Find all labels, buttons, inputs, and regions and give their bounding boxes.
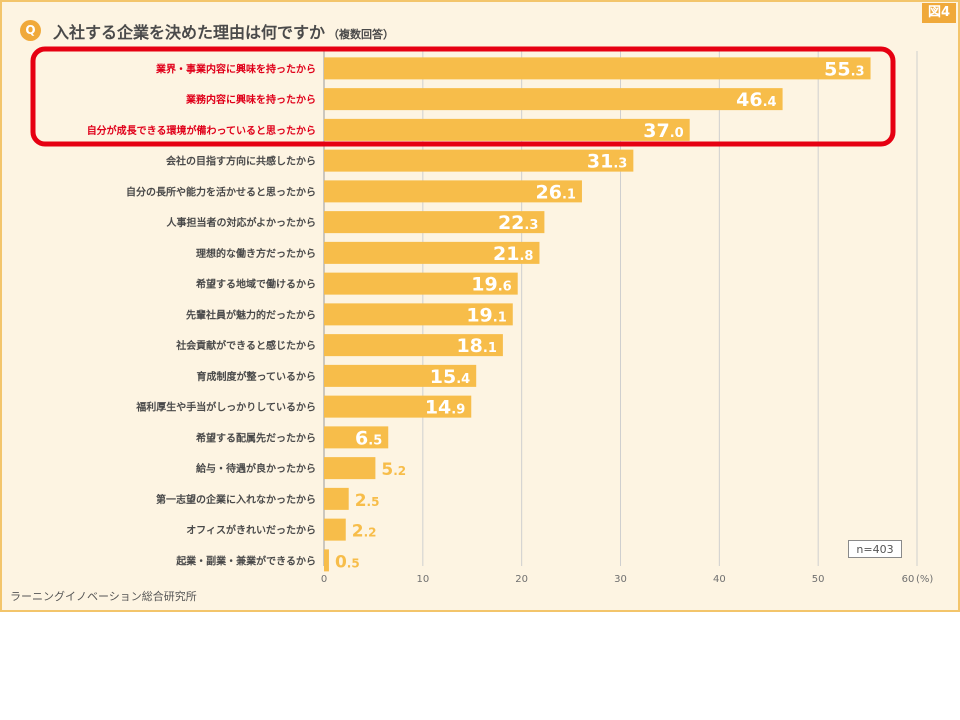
- category-label: 給与・待遇が良かったから: [196, 462, 316, 475]
- category-labels: 業界・事業内容に興味を持ったから業務内容に興味を持ったから自分が成長できる環境が…: [87, 62, 316, 567]
- bar: [324, 518, 346, 541]
- bar: [324, 334, 503, 357]
- category-label: 育成制度が整っているから: [197, 370, 317, 383]
- x-axis-unit: (%): [916, 574, 933, 585]
- category-label: 起業・副業・兼業ができるから: [175, 554, 316, 567]
- category-label: 自分の長所や能力を活かせると思ったから: [126, 185, 316, 198]
- source-credit: ラーニングイノベーション総合研究所: [10, 590, 197, 603]
- value-label: 19.6: [471, 274, 511, 296]
- value-labels: 55.3 46.4 37.0 31.3 26.1 22.3 21.8 19.6 19.1 18.1…: [335, 58, 865, 572]
- bar: [324, 149, 634, 172]
- category-label: 自分が成長できる環境が備わっていると思ったから: [87, 124, 316, 137]
- x-tick-label: 20: [515, 574, 528, 585]
- sample-size-badge: n=403: [848, 540, 902, 558]
- category-label: 理想的な働き方だったから: [196, 247, 316, 260]
- value-label: 14.9: [425, 397, 465, 419]
- bar: [324, 426, 389, 449]
- bar: [324, 57, 871, 80]
- x-tick-label: 50: [812, 574, 825, 585]
- value-label: 15.4: [430, 366, 470, 388]
- category-label: 社会貢献ができると感じたから: [175, 339, 316, 352]
- value-label: 46.4: [736, 89, 776, 111]
- bar: [324, 364, 477, 387]
- category-label: 会社の目指す方向に共感したから: [166, 155, 316, 168]
- bar: [324, 395, 472, 418]
- figure-number-tag: 図4: [922, 3, 956, 23]
- bar: [324, 303, 513, 326]
- category-label: 希望する配属先だったから: [195, 431, 316, 444]
- bar: [324, 88, 783, 111]
- bar: [324, 180, 582, 203]
- x-tick-label: 40: [713, 574, 726, 585]
- category-label: 業務内容に興味を持ったから: [185, 93, 316, 106]
- value-label: 26.1: [536, 181, 576, 203]
- title-subtitle: （複数回答）: [328, 28, 395, 41]
- category-label: 福利厚生や手当がしっかりしているから: [135, 401, 316, 414]
- bar: [324, 272, 518, 295]
- value-label: 5.2: [381, 460, 406, 480]
- category-label: 業界・事業内容に興味を持ったから: [155, 62, 316, 75]
- question-badge: Q: [20, 20, 41, 41]
- bar: [324, 549, 329, 572]
- value-label: 21.8: [493, 243, 533, 265]
- value-label: 19.1: [466, 304, 506, 326]
- chart-title: 入社する企業を決めた理由は何ですか （複数回答）: [53, 19, 394, 43]
- x-tick-label: 60: [902, 574, 915, 585]
- category-label: 先輩社員が魅力的だったから: [186, 308, 316, 321]
- value-label: 2.2: [352, 522, 377, 542]
- value-label: 6.5: [355, 427, 382, 449]
- bar: [324, 118, 690, 141]
- category-label: 人事担当者の対応がよかったから: [167, 216, 317, 229]
- bar: [324, 211, 545, 234]
- value-label: 22.3: [498, 212, 538, 234]
- bar-chart: 業界・事業内容に興味を持ったから業務内容に興味を持ったから自分が成長できる環境が…: [30, 46, 934, 585]
- bar: [324, 487, 349, 510]
- title-main: 入社する企業を決めた理由は何ですか: [53, 23, 326, 42]
- highlight-frame: [30, 46, 896, 147]
- category-label: 希望する地域で働けるから: [195, 278, 316, 291]
- x-axis-ticks: 0 10 20 30 40 50 60 (%): [321, 574, 934, 585]
- x-tick-label: 10: [416, 574, 429, 585]
- value-label: 31.3: [587, 151, 627, 173]
- bars: [324, 57, 871, 572]
- value-label: 0.5: [335, 552, 360, 572]
- x-tick-label: 0: [321, 574, 327, 585]
- bar: [324, 241, 540, 264]
- value-label: 2.5: [355, 491, 380, 511]
- bar: [324, 457, 376, 480]
- value-label: 55.3: [824, 58, 864, 80]
- x-tick-label: 30: [614, 574, 627, 585]
- value-label: 18.1: [456, 335, 496, 357]
- category-label: オフィスがきれいだったから: [186, 524, 316, 537]
- value-label: 37.0: [643, 120, 683, 142]
- category-label: 第一志望の企業に入れなかったから: [156, 493, 316, 506]
